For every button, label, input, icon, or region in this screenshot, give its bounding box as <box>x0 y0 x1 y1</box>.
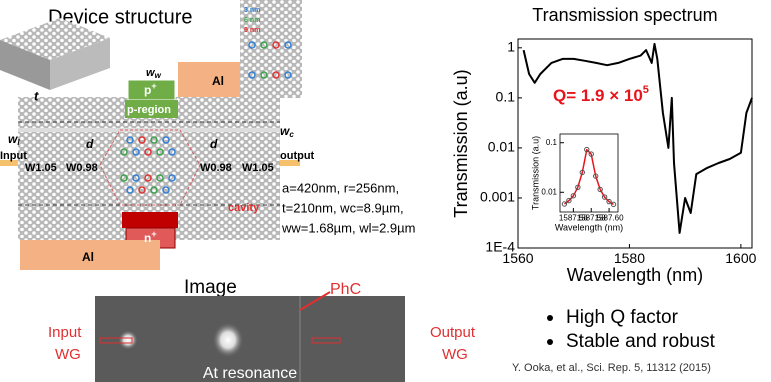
y-tick-label: 1E-4 <box>485 239 515 255</box>
bullet-text: High Q factor <box>566 307 679 328</box>
y-tick-label: 0.01 <box>541 187 557 196</box>
slide: Device structure ww p+ Al t p-region wl … <box>0 0 771 382</box>
bullet-text: Stable and robust <box>566 331 716 352</box>
label: cavity <box>228 202 260 214</box>
caption: At resonance <box>203 365 297 382</box>
y-tick-label: 0.1 <box>546 138 558 147</box>
label: WG <box>442 346 468 363</box>
n-holes <box>122 212 178 228</box>
bullet <box>547 315 553 321</box>
label: W0.98 <box>66 162 98 174</box>
x-axis-label: Wavelength (nm) <box>555 222 623 232</box>
label: d <box>86 137 94 151</box>
shift-label: 9 nm <box>244 27 260 34</box>
x-tick-label: 1580 <box>614 250 645 266</box>
param-line: a=420nm, r=256nm, <box>282 180 399 195</box>
resonance-spot <box>212 322 244 358</box>
label: Input <box>0 150 27 162</box>
label: W1.05 <box>242 162 274 174</box>
annotation-text: Q= 1.9 × 10 <box>553 86 643 105</box>
label-text: p <box>144 83 151 97</box>
y-tick-label: 0.01 <box>488 139 515 155</box>
chart-title: Transmission spectrum <box>532 5 717 25</box>
y-tick-label: 0.1 <box>496 89 516 105</box>
label-text: n <box>144 231 151 245</box>
label: Output <box>430 324 476 341</box>
label: W1.05 <box>25 162 57 174</box>
param-line: ww=1.68µm, wl=2.9µm <box>281 220 415 235</box>
label: W0.98 <box>200 162 232 174</box>
label: output <box>280 150 315 162</box>
label-sub: c <box>289 130 294 139</box>
x-tick-label: 1600 <box>725 250 756 266</box>
label: ww <box>146 67 162 80</box>
shift-label: 3 nm <box>244 7 260 14</box>
inset-holes <box>240 0 302 98</box>
y-axis-label: Transmission (a.u) <box>530 136 540 210</box>
label-sub: w <box>155 71 162 80</box>
x-axis-label: Wavelength (nm) <box>567 265 703 285</box>
shift-label: 6 nm <box>244 17 260 24</box>
y-tick-label: 0.001 <box>480 189 515 205</box>
label: Al <box>212 74 224 88</box>
label: d <box>210 137 218 151</box>
label-sup: + <box>151 229 156 239</box>
annotation-sup: 5 <box>643 84 649 96</box>
bullet <box>547 339 553 345</box>
label: WG <box>55 346 81 363</box>
y-axis-label: Transmission (a.u) <box>451 69 471 217</box>
section-title: Image <box>184 277 237 298</box>
waveguide <box>18 128 280 132</box>
label: p-region <box>127 104 171 116</box>
param-line: t=210nm, wc=8.9µm, <box>282 200 404 215</box>
x-tick-label: 1587.60 <box>595 214 624 223</box>
label: t <box>34 88 39 103</box>
label: Input <box>48 324 82 341</box>
y-tick-label: 1 <box>507 39 515 55</box>
label: wc <box>280 124 294 139</box>
label: PhC <box>330 281 361 298</box>
label-sup: + <box>151 81 156 91</box>
label: Al <box>82 250 94 264</box>
annotation: Q= 1.9 × 105 <box>553 84 649 106</box>
input-spot <box>118 330 138 350</box>
citation: Y. Ooka, et al., Sci. Rep. 5, 11312 (201… <box>512 362 711 374</box>
